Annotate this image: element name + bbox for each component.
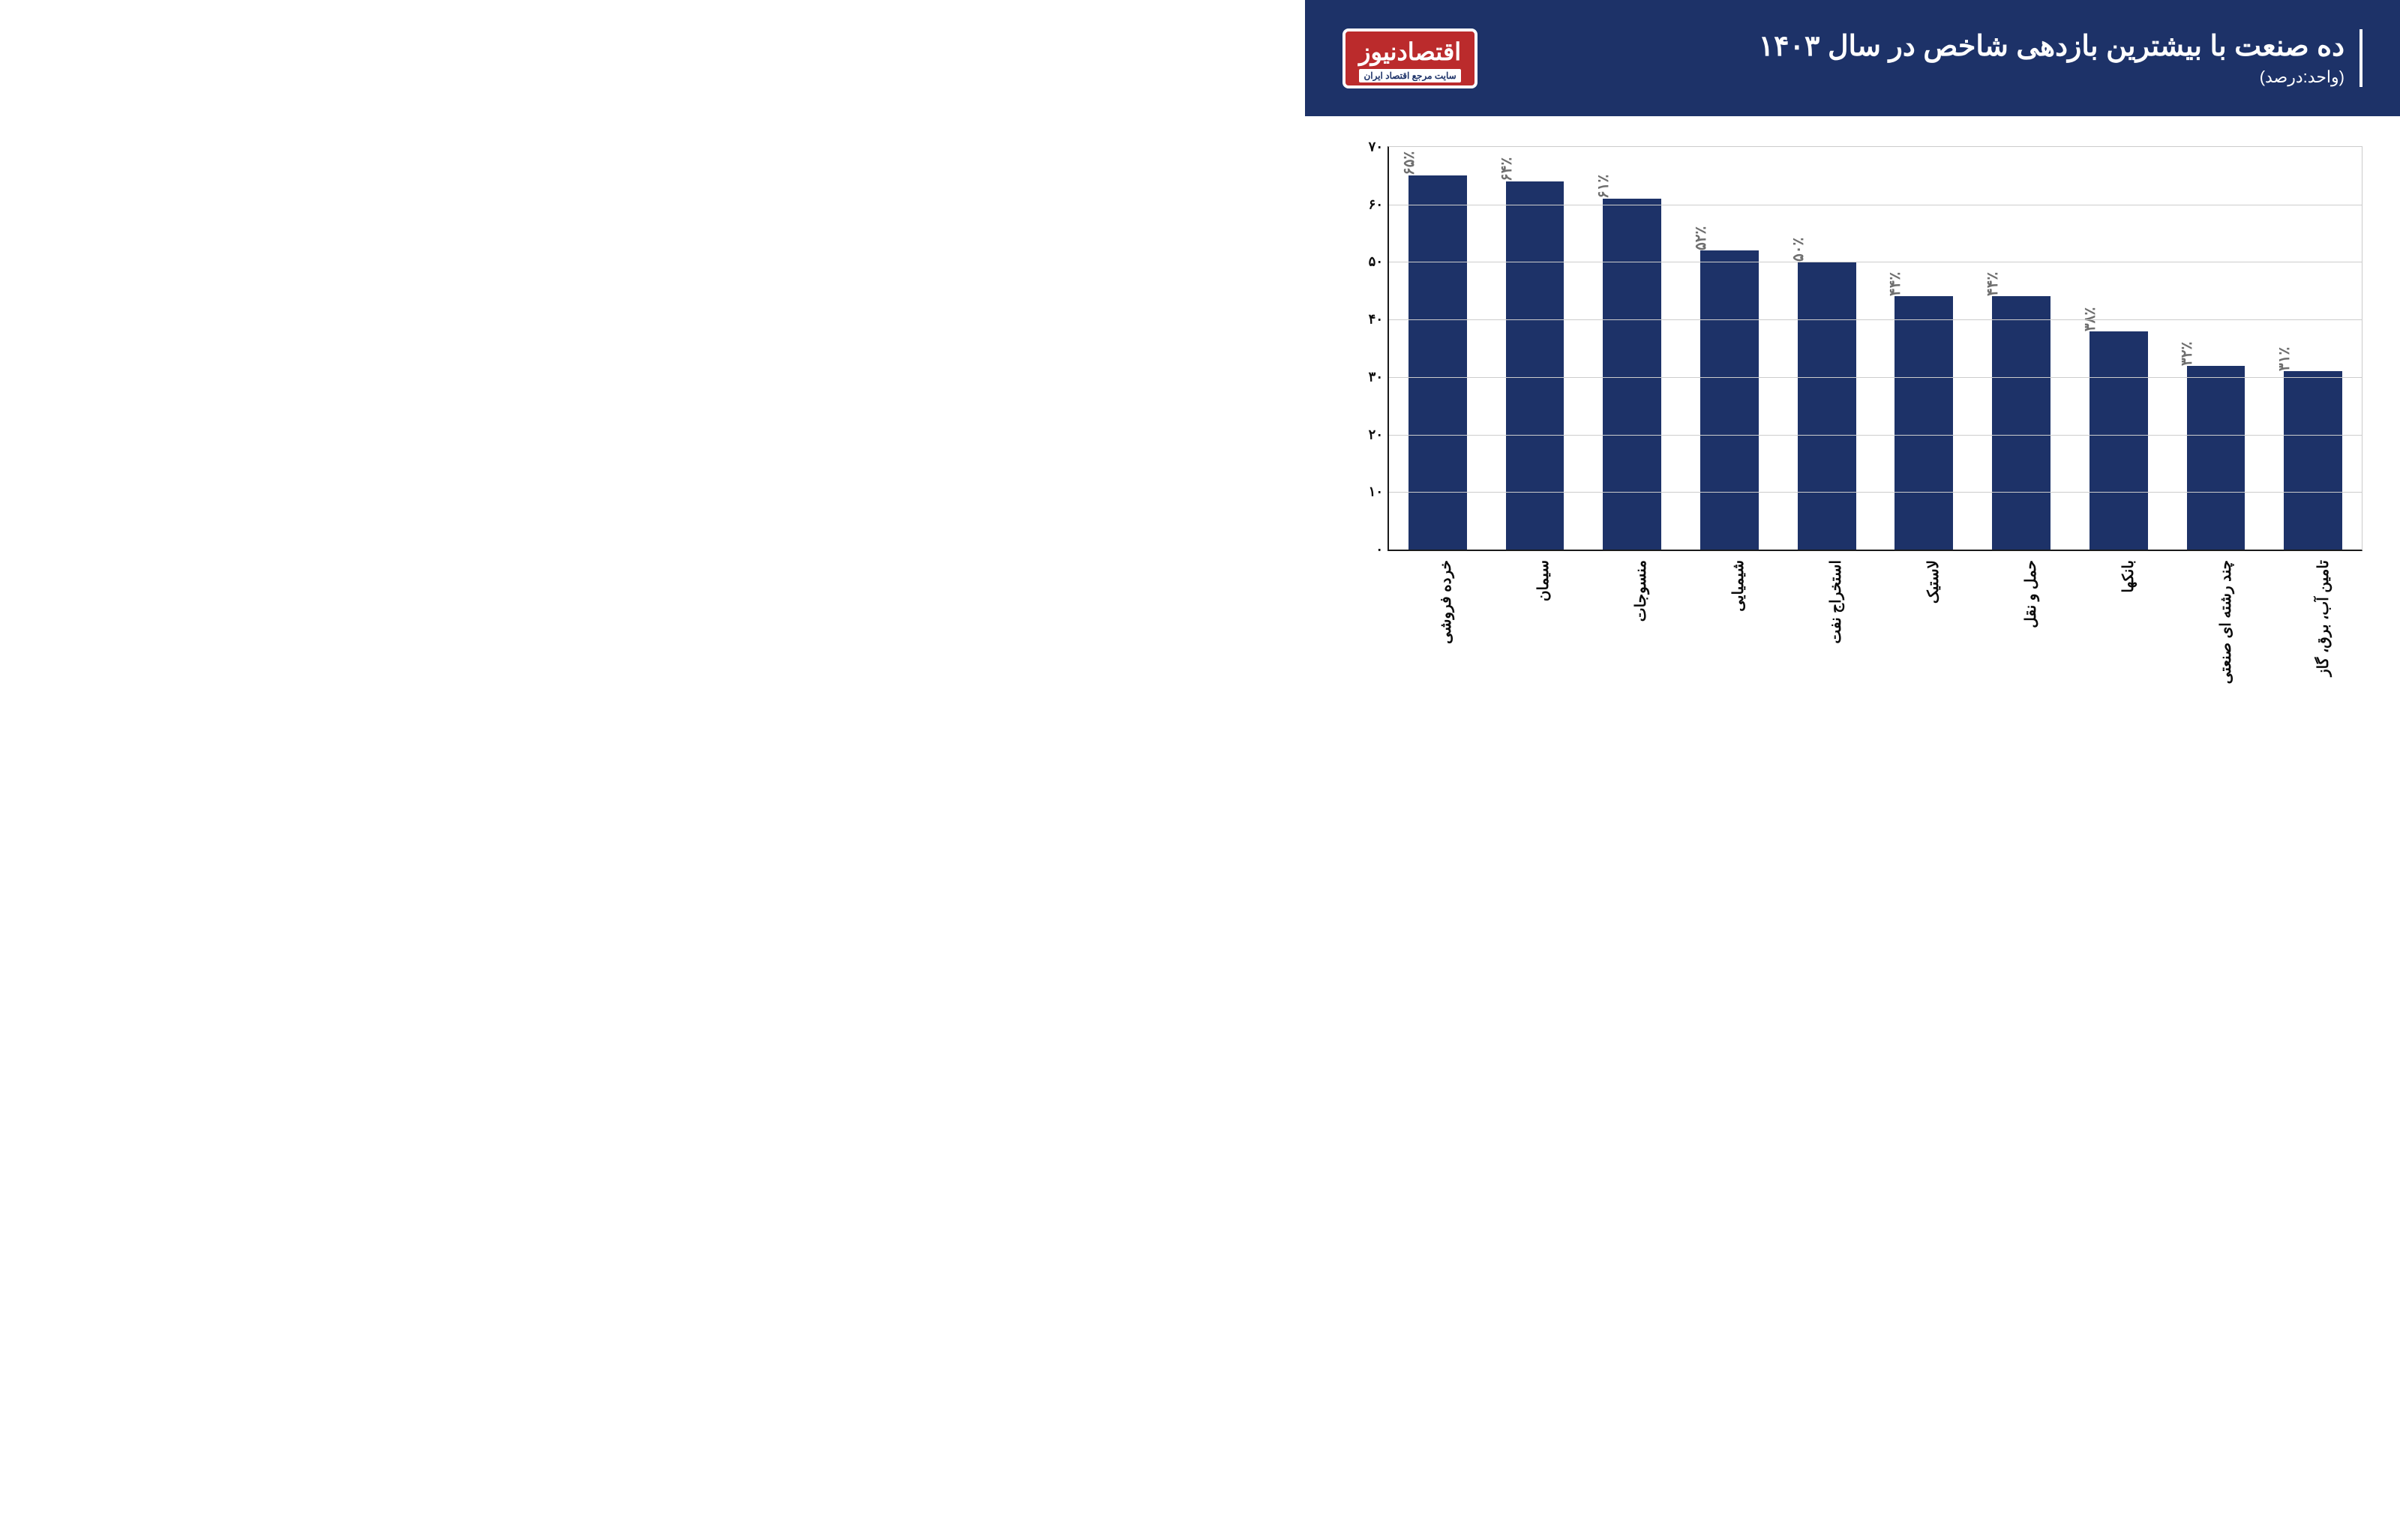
x-label-column: شیمیایی (1680, 551, 1778, 671)
logo-sub-text: سایت مرجع اقتصاد ایران (1359, 69, 1461, 82)
bar-value-label: ۳۱٪ (2275, 347, 2296, 371)
bar-value-label: ۴۴٪ (1983, 272, 2005, 296)
y-tick-label: ۰ (1376, 542, 1383, 558)
y-tick-label: ۱۰ (1369, 484, 1383, 500)
x-axis-label: حمل و نقل (2021, 560, 2040, 628)
bar-column: ۵۲٪ (1681, 147, 1778, 550)
plot-area: ۶۵٪۶۴٪۶۱٪۵۲٪۵۰٪۴۴٪۴۴٪۳۸٪۳۲٪۳۱٪ ۰۱۰۲۰۳۰۴۰… (1388, 146, 2362, 551)
bar-column: ۴۴٪ (1876, 147, 1973, 550)
bar: ۶۱٪ (1603, 199, 1661, 550)
x-axis-label: چند رشته ای صنعتی (2216, 560, 2235, 684)
y-tick-label: ۶۰ (1369, 196, 1383, 212)
bar-column: ۳۸٪ (2070, 147, 2168, 550)
bar: ۵۰٪ (1798, 262, 1856, 550)
bar: ۴۴٪ (1992, 296, 2050, 550)
gridline (1389, 492, 2362, 493)
title-block: ده صنعت با بیشترین بازدهی شاخص در سال ۱۴… (1759, 29, 2362, 87)
x-axis-label: استخراج نفت (1826, 560, 1845, 644)
bar: ۶۵٪ (1408, 175, 1467, 550)
x-axis-label: منسوجات (1631, 560, 1650, 622)
x-label-column: استخراج نفت (1778, 551, 1875, 671)
logo-main-text: اقتصادنیوز (1359, 37, 1461, 66)
x-label-column: تامین آب، برق، گاز (2265, 551, 2362, 671)
bar-value-label: ۵۲٪ (1691, 226, 1713, 250)
bar: ۳۲٪ (2187, 366, 2246, 550)
bar-column: ۶۵٪ (1389, 147, 1486, 550)
bar-value-label: ۶۵٪ (1400, 151, 1421, 175)
y-tick-label: ۴۰ (1369, 312, 1383, 328)
bar: ۳۸٪ (2090, 331, 2148, 550)
x-axis-label: سیمان (1534, 560, 1552, 601)
x-axis-label: بانکها (2119, 560, 2138, 593)
chart-subtitle: (واحد:درصد) (1759, 67, 2344, 87)
x-label-column: خرده فروشی (1388, 551, 1485, 671)
header-bar: ده صنعت با بیشترین بازدهی شاخص در سال ۱۴… (1305, 0, 2400, 116)
chart-area: ۶۵٪۶۴٪۶۱٪۵۲٪۵۰٪۴۴٪۴۴٪۳۸٪۳۲٪۳۱٪ ۰۱۰۲۰۳۰۴۰… (1350, 146, 2362, 675)
x-axis-label: لاستیک (1924, 560, 1942, 604)
bar-value-label: ۶۴٪ (1496, 157, 1518, 181)
y-tick-label: ۵۰ (1369, 254, 1383, 270)
x-axis-label: شیمیایی (1729, 560, 1748, 612)
bar-column: ۶۴٪ (1486, 147, 1584, 550)
x-label-column: چند رشته ای صنعتی (2168, 551, 2265, 671)
x-label-column: بانکها (2070, 551, 2168, 671)
gridline (1389, 435, 2362, 436)
y-tick-label: ۷۰ (1369, 139, 1383, 155)
x-label-column: منسوجات (1582, 551, 1680, 671)
bar-value-label: ۳۲٪ (2177, 341, 2199, 365)
bar-column: ۴۴٪ (1972, 147, 2070, 550)
bar: ۶۴٪ (1506, 181, 1564, 550)
logo-badge: اقتصادنیوز سایت مرجع اقتصاد ایران (1342, 28, 1478, 88)
gridline (1389, 319, 2362, 320)
bar: ۴۴٪ (1894, 296, 1953, 550)
bar: ۳۱٪ (2284, 371, 2342, 550)
x-axis-labels: خرده فروشی سیمان منسوجات شیمیایی استخراج نفت… (1388, 551, 2362, 671)
x-label-column: حمل و نقل (1972, 551, 2070, 671)
bars-container: ۶۵٪۶۴٪۶۱٪۵۲٪۵۰٪۴۴٪۴۴٪۳۸٪۳۲٪۳۱٪ (1389, 147, 2362, 550)
bar-value-label: ۵۰٪ (1789, 238, 1810, 262)
x-label-column: لاستیک (1875, 551, 1972, 671)
x-axis-label: تامین آب، برق، گاز (2314, 560, 2332, 676)
bar-column: ۳۱٪ (2264, 147, 2362, 550)
y-tick-label: ۳۰ (1369, 369, 1383, 385)
bar-column: ۵۰٪ (1778, 147, 1876, 550)
x-label-column: سیمان (1485, 551, 1582, 671)
bar-value-label: ۶۱٪ (1594, 175, 1616, 199)
bar-column: ۳۲٪ (2168, 147, 2265, 550)
bar-column: ۶۱٪ (1583, 147, 1681, 550)
bar-value-label: ۴۴٪ (1886, 272, 1907, 296)
x-axis-label: خرده فروشی (1436, 560, 1455, 644)
bar: ۵۲٪ (1700, 250, 1759, 550)
gridline (1389, 377, 2362, 378)
y-tick-label: ۲۰ (1369, 427, 1383, 442)
chart-title: ده صنعت با بیشترین بازدهی شاخص در سال ۱۴… (1759, 29, 2344, 63)
